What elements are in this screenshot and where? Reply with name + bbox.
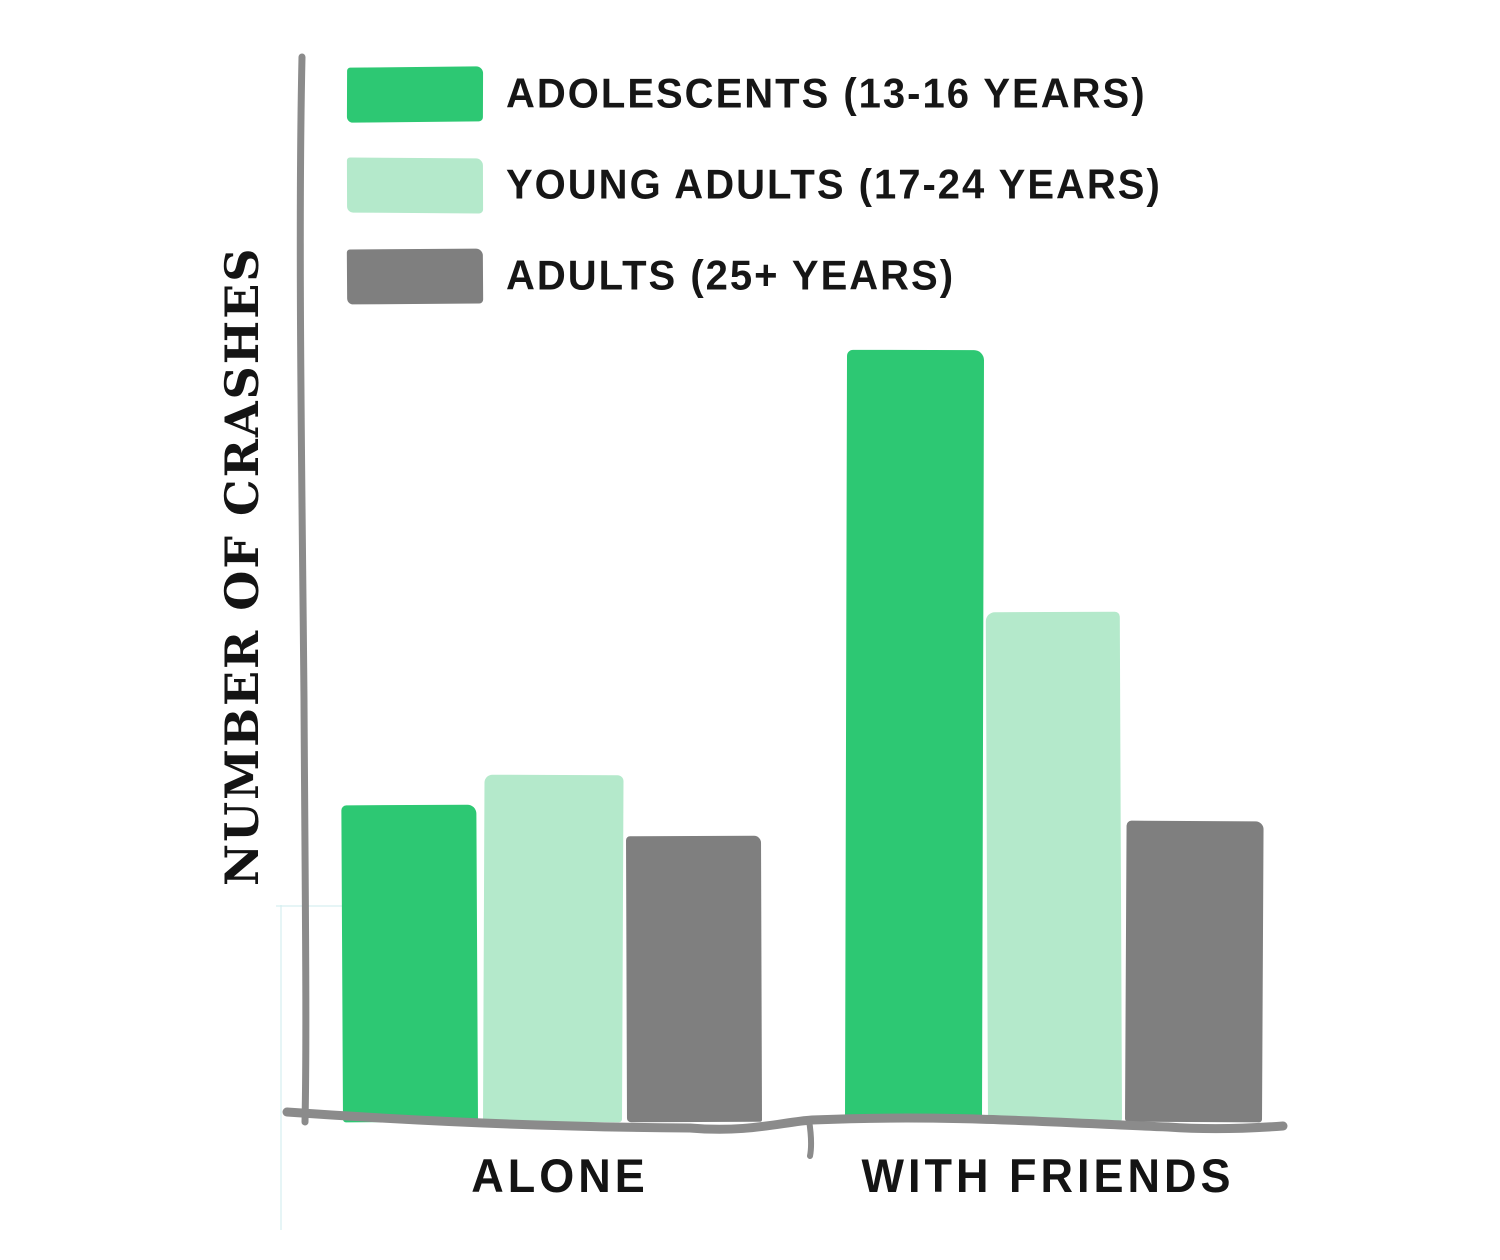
y-axis-label: NUMBER OF CRASHES: [215, 246, 269, 886]
bar-with-friends-adults: [1125, 820, 1264, 1123]
pencil-smudge-line-horizontal: [276, 905, 348, 907]
legend-row-adolescents: ADOLESCENTS (13-16 YEARS): [346, 65, 1147, 123]
x-axis-label-alone: ALONE: [471, 1148, 649, 1203]
legend-label-young-adults: YOUNG ADULTS (17-24 YEARS): [506, 161, 1162, 208]
bar-with-friends-young-adults: [985, 611, 1122, 1123]
bar-with-friends-adolescents: [845, 349, 985, 1123]
x-axis-label-with-friends: WITH FRIENDS: [861, 1148, 1235, 1203]
legend-label-adolescents: ADOLESCENTS (13-16 YEARS): [506, 70, 1147, 117]
legend-swatch-adolescents: [346, 65, 484, 123]
legend-label-adults: ADULTS (25+ YEARS): [506, 252, 956, 299]
bar-alone-adults: [626, 835, 762, 1123]
bar-alone-adolescents: [341, 804, 478, 1123]
legend-row-adults: ADULTS (25+ YEARS): [346, 247, 956, 305]
x-axis-tick: [806, 1117, 815, 1159]
legend-swatch-young-adults: [346, 157, 484, 213]
y-axis-line: [296, 53, 310, 1126]
legend-swatch-adults: [346, 248, 484, 304]
pencil-smudge-line-vertical: [280, 905, 282, 1230]
bar-alone-young-adults: [483, 774, 624, 1123]
legend-row-young-adults: YOUNG ADULTS (17-24 YEARS): [346, 156, 1162, 214]
